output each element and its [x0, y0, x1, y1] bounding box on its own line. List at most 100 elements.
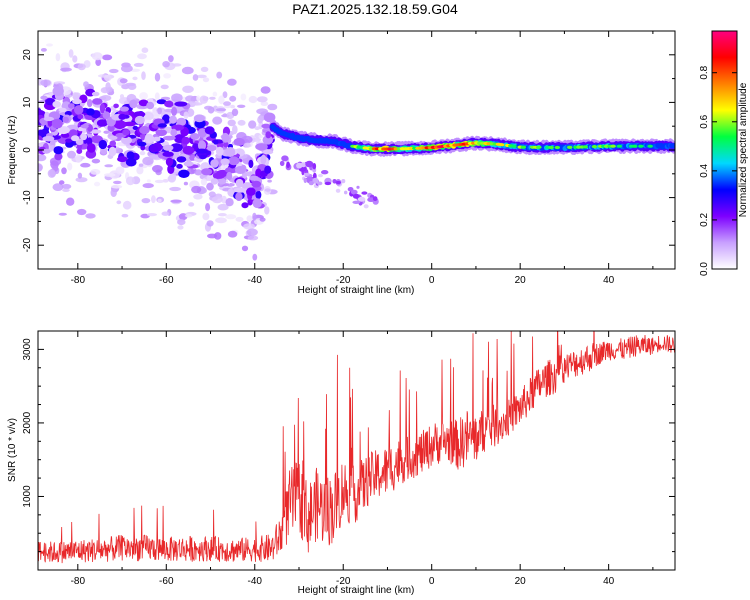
spectrogram-blob	[119, 106, 129, 112]
spectrogram-blob	[76, 148, 83, 154]
spectrogram-blob	[195, 148, 208, 154]
spectrogram-blob	[111, 184, 123, 189]
spectrogram-xtick-label: -80	[71, 275, 86, 286]
spectrogram-blob	[139, 126, 150, 135]
spectrogram-blob	[247, 235, 259, 241]
figure-title: PAZ1.2025.132.18.59.G04	[292, 1, 458, 17]
spectrogram-blob	[233, 187, 247, 193]
spectrogram-blob	[305, 160, 314, 168]
spectrogram-blob	[154, 92, 160, 100]
ridge-peak	[582, 145, 588, 149]
spectrogram-blob	[321, 170, 329, 175]
spectrogram-blob	[262, 135, 274, 145]
spectrogram-xtick-label: -20	[336, 275, 351, 286]
spectrogram-blob	[223, 101, 231, 106]
spectrogram-blob	[264, 165, 272, 174]
ridge-peak	[616, 144, 623, 148]
spectrogram-blob	[163, 73, 172, 79]
spectrogram-blob	[91, 158, 101, 164]
spectrogram-blob	[109, 140, 117, 147]
spectrogram-blob	[225, 166, 238, 174]
snr-xtick-label: -80	[71, 576, 86, 587]
spectrogram-blob	[86, 99, 93, 108]
spectrogram-blob	[75, 154, 82, 163]
spectrogram-blob	[185, 213, 193, 218]
spectrogram-blob	[168, 55, 174, 63]
spectrogram-xtick-label: -40	[248, 275, 263, 286]
spectrogram-blob	[121, 64, 133, 73]
spectrogram-blob	[240, 93, 247, 101]
spectrogram-blob	[227, 78, 237, 86]
spectrogram-blob	[352, 193, 360, 199]
spectrogram-blob	[149, 144, 159, 153]
spectrogram-blob	[177, 225, 184, 230]
spectrogram-blob	[62, 188, 70, 192]
spectrogram-blob	[185, 95, 195, 102]
colorbar-tick-label: 0.4	[699, 163, 710, 177]
spectrogram-blob	[167, 174, 176, 183]
spectrogram-blob	[222, 91, 228, 99]
spectrogram-blob	[256, 108, 268, 115]
spectrogram-marks	[38, 43, 675, 261]
colorbar-label: Normalized spectral amplitude	[738, 82, 749, 217]
ridge-peak	[520, 145, 527, 149]
colorbar-tick-label: 0.0	[699, 262, 710, 276]
spectrogram-blob	[162, 60, 170, 68]
spectrogram-blob	[58, 107, 67, 113]
spectrogram-blob	[220, 158, 230, 166]
spectrogram-blob	[54, 152, 63, 161]
spectrogram-blob	[248, 120, 257, 129]
snr-xtick-label: -40	[248, 576, 263, 587]
spectrogram-blob	[117, 156, 128, 163]
snr-series-line	[38, 331, 675, 564]
spectrogram-blob	[141, 47, 149, 53]
spectrogram-blob	[199, 95, 208, 104]
ridge-peak	[548, 145, 554, 150]
spectrogram-blob	[233, 137, 245, 146]
spectrogram-blob	[52, 86, 64, 96]
spectrogram-blob	[38, 163, 43, 172]
spectrogram-blob	[286, 161, 290, 168]
spectrogram-xtick-label: -60	[159, 275, 174, 286]
ridge-peak	[631, 144, 638, 148]
spectrogram-blob	[192, 74, 199, 81]
snr-xtick-label: 0	[429, 576, 435, 587]
spectrogram-blob	[296, 162, 303, 169]
spectrogram-blob	[193, 114, 205, 123]
spectrogram-blob	[248, 159, 254, 169]
spectrogram-blob	[259, 217, 266, 222]
spectrogram-blob	[67, 150, 76, 159]
spectrogram-blob	[197, 128, 207, 138]
spectrogram-blob	[109, 135, 118, 140]
spectrogram-plot: -80 -60 -40 -20 0 20 40 20 10 0 -10 -20 Height of s…	[7, 30, 676, 296]
ridge-peak	[647, 144, 653, 148]
spectrogram-blob	[129, 99, 138, 109]
spectrogram-blob	[171, 106, 178, 116]
ridge-peak	[566, 145, 573, 149]
spectrogram-blob	[46, 43, 53, 47]
spectrogram-blob	[356, 185, 360, 189]
spectrogram-blob	[202, 212, 210, 221]
spectrogram-blob	[161, 211, 170, 216]
spectrogram-blob	[89, 129, 102, 134]
spectrogram-blob	[200, 178, 207, 186]
spectrogram-blob	[227, 230, 238, 238]
spectrogram-blob	[115, 166, 125, 175]
spectrogram-xtick-label: 0	[429, 275, 435, 286]
ridge-core	[670, 143, 675, 149]
spectrogram-blob	[154, 179, 165, 184]
spectrogram-blob	[196, 74, 207, 79]
spectrogram-blob	[212, 91, 218, 97]
spectrogram-blob	[210, 159, 219, 168]
spectrogram-blob	[77, 208, 87, 216]
spectrogram-blob	[243, 223, 256, 230]
spectrogram-blob	[162, 144, 174, 151]
spectrogram-blob	[200, 66, 209, 72]
spectrogram-xtick-label: 20	[515, 275, 527, 286]
spectrogram-blob	[136, 166, 144, 175]
spectrogram-blob	[142, 111, 154, 121]
spectrogram-blob	[138, 99, 149, 107]
spectrogram-ytick-label: 0	[22, 147, 33, 153]
snr-ylabel: SNR (10 * v/v)	[7, 418, 18, 482]
spectrogram-blob	[99, 103, 106, 114]
